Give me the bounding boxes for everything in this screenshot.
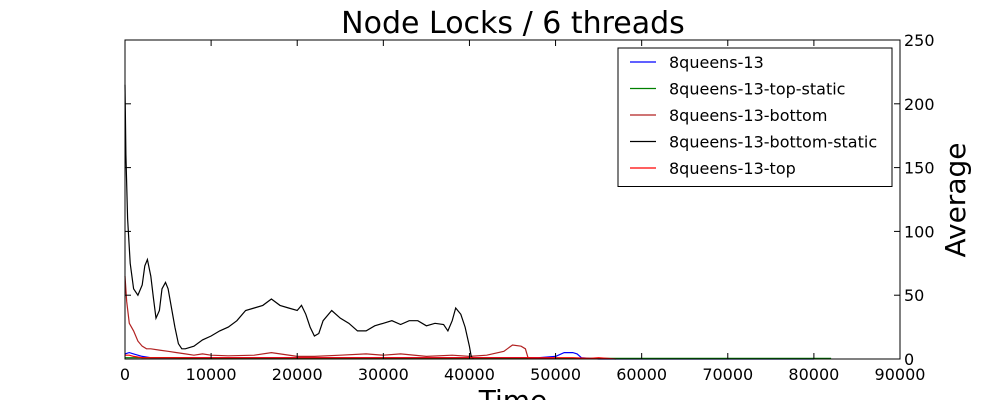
chart-title: Node Locks / 6 threads [341,6,685,41]
x-tick-label: 90000 [875,365,926,384]
series-line-5 [125,354,616,360]
series-line-3 [124,276,556,359]
y-tick-label: 250 [904,31,935,50]
x-tick-label: 40000 [444,365,495,384]
y-tick-label: 0 [904,350,914,369]
x-tick-label: 20000 [272,365,323,384]
series-line-4 [124,84,475,360]
y-tick-label: 200 [904,95,935,114]
legend-box [617,47,893,187]
x-tick-label: 80000 [788,365,839,384]
legend-entry: 8queens-13 [669,53,764,72]
x-tick-label: 50000 [530,365,581,384]
legend-entry: 8queens-13-top-static [669,80,845,99]
plot-frame [124,39,901,360]
y-axis-label: Average [939,143,972,258]
x-tick-label: 30000 [358,365,409,384]
y-tick-label: 50 [904,286,924,305]
x-axis: 0 10000 20000 30000 40000 50000 60000 70000 8000… [120,40,926,384]
x-tick-label: 10000 [186,365,237,384]
legend: 8queens-13 8queens-13-top-static 8queens-1… [617,47,893,187]
legend-entry: 8queens-13-top [669,159,796,178]
legend-entry: 8queens-13-bottom-static [669,133,877,152]
x-tick-label: 70000 [702,365,753,384]
legend-entry: 8queens-13-bottom [669,106,827,125]
y-axis: 0 50 100 150 200 250 [125,31,935,369]
y-tick-label: 150 [904,159,935,178]
x-tick-label: 60000 [616,365,667,384]
x-tick-label: 0 [120,365,130,384]
y-tick-label: 100 [904,222,935,241]
x-axis-label: Time [478,384,548,400]
